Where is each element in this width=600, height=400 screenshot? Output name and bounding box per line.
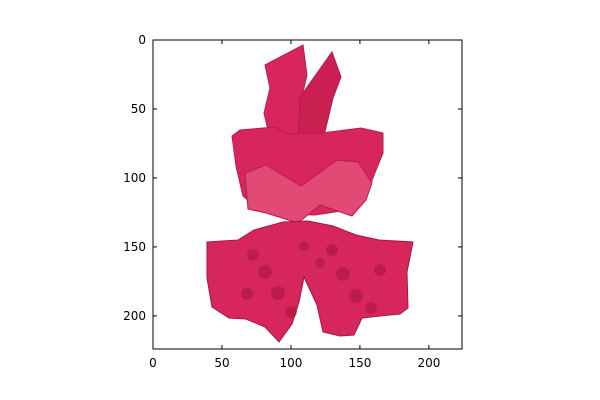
x-tick-label: 200 bbox=[417, 356, 440, 370]
y-tick-label: 200 bbox=[123, 309, 146, 323]
x-tick-label: 0 bbox=[149, 356, 157, 370]
x-tick-label: 150 bbox=[348, 356, 371, 370]
y-tick-label: 100 bbox=[123, 171, 146, 185]
image-plot bbox=[153, 40, 462, 349]
y-tick-label: 150 bbox=[123, 240, 146, 254]
x-tick-label: 100 bbox=[279, 356, 302, 370]
y-tick-label: 50 bbox=[131, 102, 146, 116]
y-tick-label: 0 bbox=[138, 33, 146, 47]
x-tick-label: 50 bbox=[214, 356, 229, 370]
